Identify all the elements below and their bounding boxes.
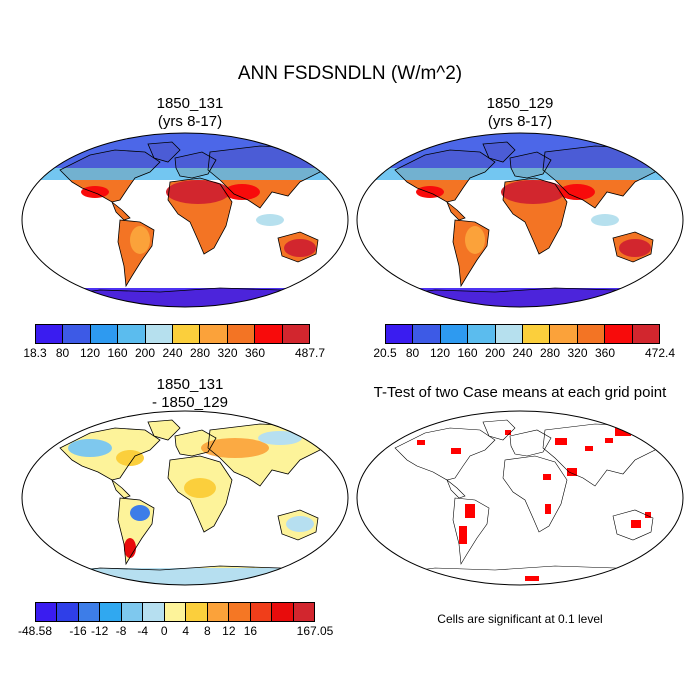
colorbar-tick-label: 360 — [244, 346, 266, 360]
figure-title: ANN FSDSNDLN (W/m^2) — [237, 63, 463, 84]
colorbar-panel-1 — [35, 324, 310, 344]
colorbar-tick-label: 18.3 — [23, 346, 47, 360]
panel-2-title-line-1: 1850_129 — [486, 95, 554, 112]
colorbar-swatch — [121, 603, 144, 621]
colorbar-tick-label: 160 — [107, 346, 128, 360]
panel-3-title-line-1: 1850_131 — [156, 376, 224, 393]
panel-4-title-line-1: T-Test of two Case means at each grid po… — [373, 384, 667, 401]
colorbar-swatch — [577, 325, 606, 343]
colorbar-swatch — [386, 325, 414, 343]
map-panel-1 — [21, 132, 349, 308]
colorbar-tick-label: 487.7 — [294, 346, 326, 360]
colorbar-swatch — [118, 325, 146, 343]
map-border — [21, 132, 349, 308]
colorbar-swatch — [272, 603, 294, 621]
colorbar-swatch — [468, 325, 496, 343]
colorbar-swatch — [632, 325, 660, 343]
map-panel-4 — [356, 410, 684, 586]
colorbar-swatch — [145, 325, 174, 343]
panel-1-title-line-1: 1850_131 — [156, 95, 224, 112]
significant-cells — [417, 428, 651, 581]
panel-1-title-line-2: (yrs 8-17) — [157, 113, 223, 130]
panel-3-title-line-2: - 1850_129 — [152, 394, 228, 411]
colorbar-tick-label: 240 — [512, 346, 533, 360]
colorbar-tick-label: 360 — [594, 346, 616, 360]
colorbar-swatch — [293, 603, 315, 621]
map-panel-2 — [356, 132, 684, 308]
colorbar-tick-label: 4 — [182, 624, 190, 638]
colorbar-tick-label: 80 — [55, 346, 70, 360]
colorbar-tick-label: 167.05 — [296, 624, 334, 638]
map-panel-3 — [21, 410, 349, 586]
panel-3-title: 1850_131 - 1850_129 — [40, 376, 340, 412]
colorbar-tick-label: 12 — [222, 624, 236, 638]
colorbar-tick-label: 16 — [243, 624, 258, 638]
colorbar-tick-label: 320 — [217, 346, 238, 360]
colorbar-swatch — [63, 325, 91, 343]
colorbar-tick-label: 0 — [160, 624, 168, 638]
colorbar-panel-2-labels: 20.5 80 120 160 200 240 280 320 360 472.4 — [373, 346, 675, 362]
colorbar-swatch — [164, 603, 187, 621]
colorbar-swatch — [605, 325, 633, 343]
colorbar-tick-label: -16 — [69, 624, 87, 638]
colorbar-tick-label: 280 — [539, 346, 561, 360]
colorbar-tick-label: 320 — [567, 346, 588, 360]
colorbar-swatch — [207, 603, 230, 621]
colorbar-swatch — [100, 603, 122, 621]
colorbar-swatch — [440, 325, 469, 343]
colorbar-panel-3 — [35, 602, 315, 622]
panel-2-title: 1850_129 (yrs 8-17) — [370, 95, 670, 131]
colorbar-tick-label: 120 — [79, 346, 101, 360]
colorbar-swatch — [186, 603, 208, 621]
colorbar-swatch — [495, 325, 524, 343]
panel-2-title-line-2: (yrs 8-17) — [487, 113, 553, 130]
map-border — [356, 132, 684, 308]
colorbar-tick-label: 472.4 — [644, 346, 676, 360]
colorbar-panel-3-labels: -48.58 -16 -12 -8 -4 0 4 8 12 16 167.05 — [18, 624, 333, 640]
map-border — [21, 410, 349, 586]
ocean-background — [357, 411, 683, 585]
colorbar-swatch — [227, 325, 256, 343]
colorbar-tick-label: 240 — [162, 346, 183, 360]
colorbar-swatch — [143, 603, 165, 621]
map-border — [356, 410, 684, 586]
panel-4-title: T-Test of two Case means at each grid po… — [355, 384, 685, 402]
colorbar-swatch — [78, 603, 101, 621]
colorbar-swatch — [550, 325, 578, 343]
colorbar-tick-label: 280 — [189, 346, 211, 360]
colorbar-swatch — [90, 325, 119, 343]
colorbar-swatch — [173, 325, 201, 343]
colorbar-tick-label: -8 — [115, 624, 127, 638]
colorbar-tick-label: 200 — [134, 346, 156, 360]
colorbar-swatch — [36, 325, 64, 343]
colorbar-tick-label: 80 — [405, 346, 420, 360]
colorbar-tick-label: 8 — [203, 624, 211, 638]
colorbar-panel-2 — [385, 324, 660, 344]
significance-footnote: Cells are significant at 0.1 level — [437, 612, 603, 626]
colorbar-swatch — [255, 325, 283, 343]
panel-1-title: 1850_131 (yrs 8-17) — [40, 95, 340, 131]
colorbar-swatch — [229, 603, 251, 621]
colorbar-swatch — [57, 603, 79, 621]
colorbar-swatch — [36, 603, 58, 621]
colorbar-tick-label: 200 — [484, 346, 506, 360]
colorbar-tick-label: -12 — [90, 624, 109, 638]
colorbar-tick-label: 20.5 — [373, 346, 397, 360]
colorbar-panel-1-labels: 18.3 80 120 160 200 240 280 320 360 487.7 — [23, 346, 325, 362]
colorbar-swatch — [250, 603, 273, 621]
colorbar-swatch — [413, 325, 441, 343]
colorbar-tick-label: 120 — [429, 346, 451, 360]
colorbar-swatch — [200, 325, 228, 343]
colorbar-swatch — [282, 325, 310, 343]
colorbar-tick-label: -48.58 — [17, 624, 53, 638]
colorbar-tick-label: 160 — [457, 346, 478, 360]
colorbar-swatch — [523, 325, 551, 343]
colorbar-tick-label: -4 — [137, 624, 149, 638]
